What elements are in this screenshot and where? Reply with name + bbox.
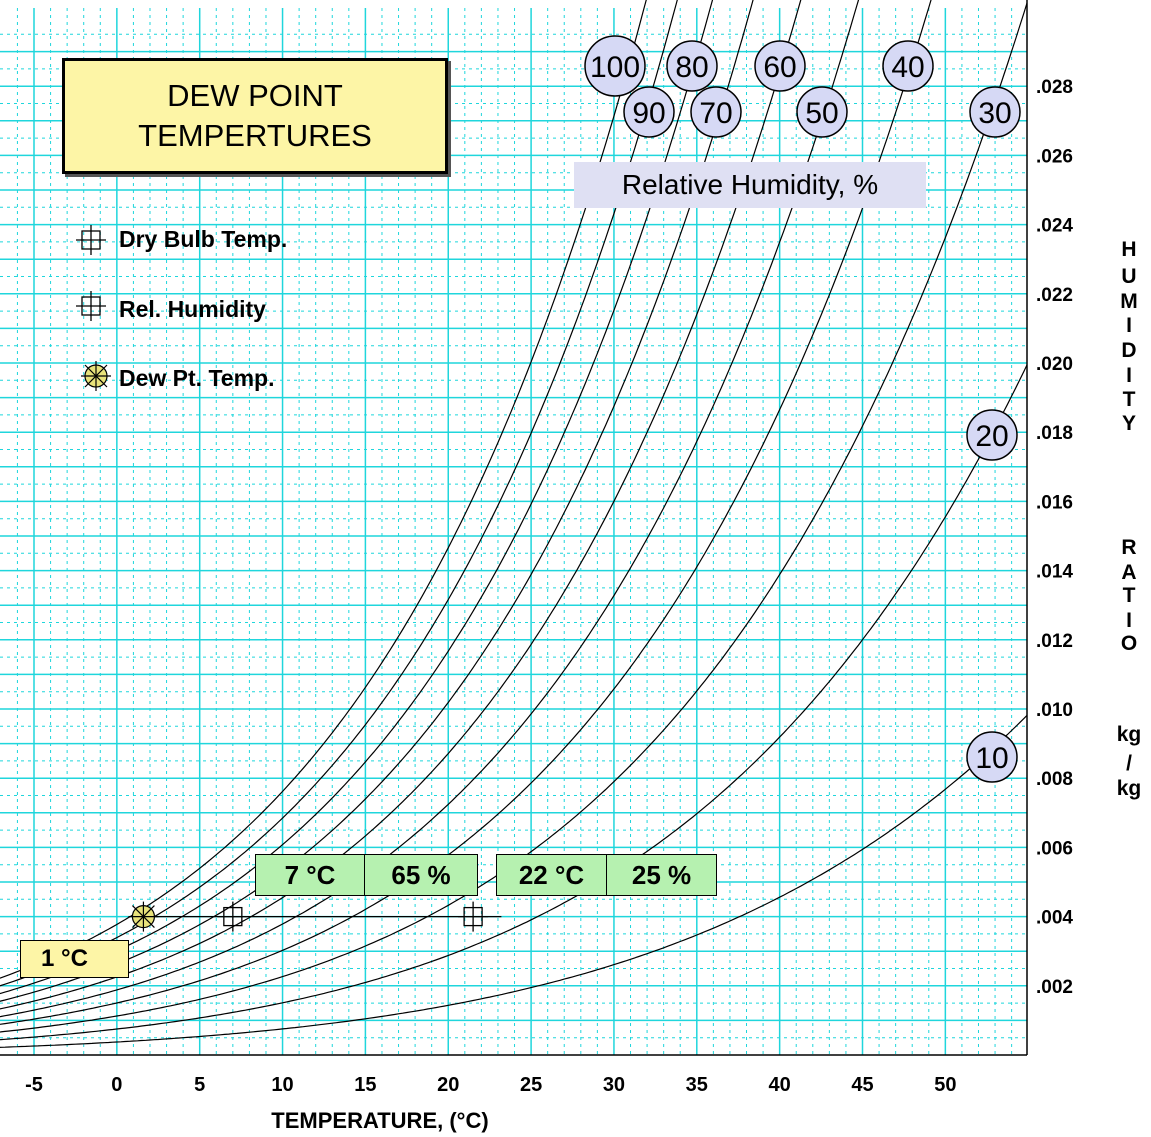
rh-curve-100 [0, 0, 647, 979]
rh-label-10: 10 [966, 731, 1018, 783]
example-1-temp: 7 °C [255, 854, 365, 896]
x-tick-label: 50 [934, 1074, 956, 1096]
example-2-temp: 22 °C [496, 854, 607, 896]
y-axis-title-letter: Y [1121, 412, 1136, 435]
y-axis-title-letter: / [1126, 752, 1132, 775]
rh-label-text-80: 80 [675, 51, 708, 84]
rh-label-text-70: 70 [699, 97, 732, 130]
x-tick-label: 5 [194, 1074, 205, 1096]
rh-label-text-60: 60 [763, 51, 796, 84]
legend-rel-humidity-marker [76, 291, 106, 321]
dew-point-value-box: 1 °C [20, 940, 129, 978]
rh-label-text-30: 30 [978, 97, 1011, 130]
rh-curve-10 [0, 714, 1027, 1048]
y-axis-title-letter: H [1121, 238, 1137, 261]
rh-label-text-100: 100 [590, 51, 640, 84]
y-axis-title-letter: D [1121, 339, 1137, 362]
y-axis-title-letter: R [1121, 536, 1137, 559]
dew-point-marker [128, 901, 159, 932]
y-tick-label: .012 [1036, 631, 1073, 652]
x-tick-labels: -5 0 5 10 15 20 25 30 35 40 45 50 [25, 1074, 956, 1096]
rh-curve-40 [0, 0, 932, 1025]
x-tick-label: 30 [603, 1074, 625, 1096]
y-tick-label: .026 [1036, 146, 1073, 167]
rh-label-80: 80 [666, 40, 718, 92]
x-tick-label: 40 [769, 1074, 791, 1096]
y-axis-title-letter: O [1120, 632, 1138, 655]
example-2-rh: 25 % [606, 854, 717, 896]
y-tick-label: .006 [1036, 838, 1073, 859]
rh-label-text-40: 40 [891, 51, 924, 84]
x-tick-label: 20 [437, 1074, 459, 1096]
y-tick-labels: .002 .004 .006 .008 .010 .012 .014 .016 .018 .020… [1036, 77, 1073, 998]
x-tick-label: -5 [25, 1074, 43, 1096]
y-axis-title-letter: I [1126, 364, 1132, 387]
x-tick-label: 35 [686, 1074, 708, 1096]
rh-label-text-90: 90 [632, 97, 665, 130]
y-axis-title-letter: M [1120, 290, 1138, 313]
chart-title-box: DEW POINT TEMPERTURES [62, 58, 448, 174]
rh-curve-20 [0, 363, 1027, 1041]
rh-curve-labels: 100 90 80 70 60 50 40 30 20 10 [584, 35, 1021, 783]
rh-label-20: 20 [966, 409, 1018, 461]
y-axis-title-letter: U [1121, 265, 1137, 288]
x-tick-label: 0 [111, 1074, 122, 1096]
chart-title-line-2: TEMPERTURES [138, 118, 372, 153]
legend-dry-bulb-marker [76, 225, 106, 255]
y-tick-label: .004 [1036, 908, 1073, 929]
y-axis-title-letter: I [1126, 314, 1132, 337]
dry-bulb-marker-1 [217, 901, 248, 932]
rh-label-text-50: 50 [805, 97, 838, 130]
y-tick-label: .018 [1036, 423, 1073, 444]
rh-label-90: 90 [623, 86, 675, 138]
y-tick-label: .024 [1036, 216, 1073, 237]
x-axis-title: TEMPERATURE, (°C) [271, 1108, 488, 1133]
rh-label-70: 70 [690, 86, 742, 138]
rh-label-text-10: 10 [975, 742, 1008, 775]
y-axis-title-letter: T [1122, 584, 1136, 607]
y-tick-label: .002 [1036, 977, 1073, 998]
y-tick-label: .008 [1036, 769, 1073, 790]
legend-dew-point: Dew Pt. Temp. [119, 365, 275, 392]
rh-label-30: 30 [969, 86, 1021, 138]
y-axis-title-letter: A [1121, 561, 1137, 584]
legend-dry-bulb: Dry Bulb Temp. [119, 226, 287, 253]
y-tick-label: .020 [1036, 354, 1073, 375]
x-tick-label: 45 [851, 1074, 873, 1096]
relative-humidity-caption: Relative Humidity, % [574, 162, 926, 208]
rh-label-text-20: 20 [975, 420, 1008, 453]
legend-rel-humidity: Rel. Humidity [119, 296, 266, 323]
y-axis-title-letter: T [1122, 388, 1136, 411]
x-tick-label: 15 [354, 1074, 376, 1096]
y-axis-title-letter: I [1126, 609, 1132, 632]
legend-dry-bulb-label: Dry Bulb Temp. [119, 226, 288, 252]
x-tick-label: 10 [271, 1074, 293, 1096]
point-markers [76, 225, 489, 932]
y-axis-title-letter: kg [1116, 777, 1142, 800]
y-tick-label: .022 [1036, 285, 1073, 306]
legend-rel-humidity-label: Rel. Humidity [119, 296, 266, 322]
chart-title-line-1: DEW POINT [167, 78, 343, 113]
y-axis-title-letter: kg [1116, 723, 1142, 746]
rh-label-60: 60 [754, 40, 806, 92]
x-tick-label: 25 [520, 1074, 542, 1096]
legend-dew-point-label: Dew Pt. Temp. [119, 365, 275, 391]
rh-curve-50 [0, 0, 860, 1018]
rh-label-100: 100 [584, 35, 646, 97]
rh-label-50: 50 [796, 86, 848, 138]
dry-bulb-marker-2 [458, 901, 489, 932]
y-tick-label: .016 [1036, 492, 1073, 513]
y-tick-label: .028 [1036, 77, 1073, 98]
y-tick-label: .014 [1036, 562, 1073, 583]
rh-label-40: 40 [882, 40, 934, 92]
example-1-rh: 65 % [364, 854, 478, 896]
y-tick-label: .010 [1036, 700, 1073, 721]
legend-dew-point-marker [81, 361, 111, 391]
